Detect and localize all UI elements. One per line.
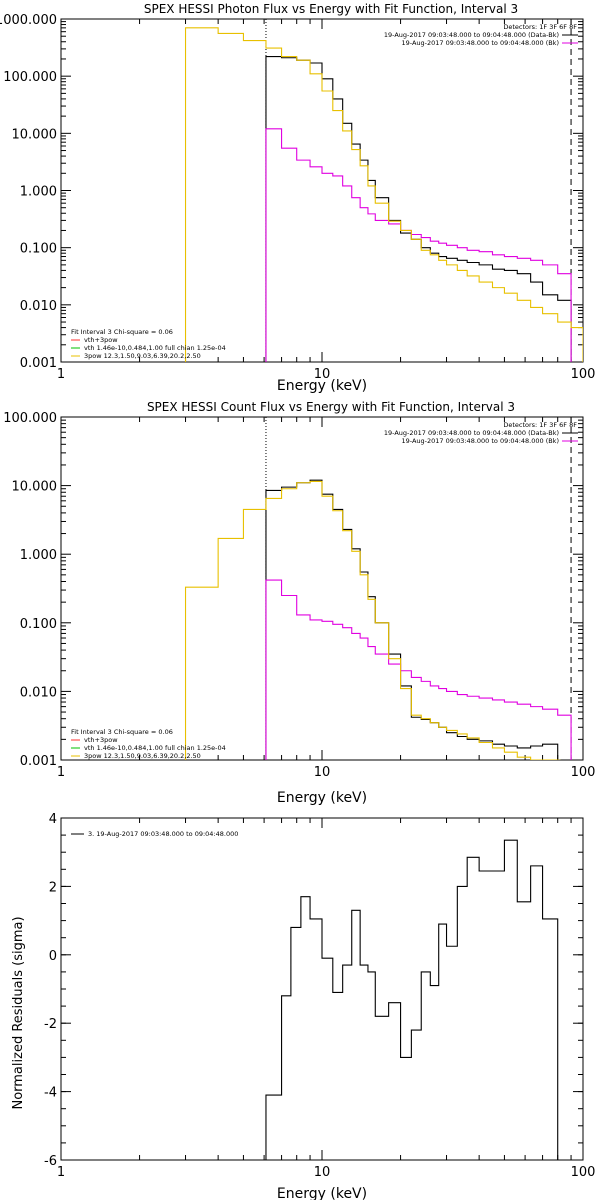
info-line: 19-Aug-2017 09:03:48.000 to 09:04:48.000… xyxy=(402,437,559,445)
x-axis-label: Energy (keV) xyxy=(277,378,367,394)
x-tick-label: 10 xyxy=(314,1165,331,1180)
fit-legend: Fit Interval 3 Chi-square = 0.06 vth+3po… xyxy=(71,728,226,760)
series-layer xyxy=(184,417,572,760)
fit-legend-entry: vth 1.46e-10,0.484,1.00 full chian 1.25e… xyxy=(84,744,226,752)
info-line: Detectors: 1F 3F 6F 8F xyxy=(503,23,577,31)
y-tick-label: 0 xyxy=(49,949,57,964)
x-tick-label: 100 xyxy=(571,1165,596,1180)
y-tick-label: 0.010 xyxy=(20,685,57,700)
series-line-0 xyxy=(265,839,572,1160)
y-tick-label: 1.000 xyxy=(20,548,57,563)
y-axis-label: Normalized Residuals (sigma) xyxy=(11,916,26,1109)
y-tick-label: 10.000 xyxy=(12,127,58,142)
axes-frame xyxy=(60,416,584,761)
series-layer xyxy=(265,839,572,1160)
series-line-1 xyxy=(265,128,572,362)
info-block: Detectors: 1F 3F 6F 8F 19-Aug-2017 09:03… xyxy=(384,23,578,47)
y-tick-label: 0.001 xyxy=(20,356,57,371)
y-tick-label: 10.000 xyxy=(12,480,58,495)
x-tick-label: 10 xyxy=(314,765,331,780)
y-tick-label: 1.000 xyxy=(20,185,57,200)
series-layer xyxy=(184,19,583,362)
fit-legend-entry: 3pow 12.3,1.50,9.03,6.39,20.2,2.50 xyxy=(84,352,201,360)
y-tick-label: 0.010 xyxy=(20,299,57,314)
info-line: 19-Aug-2017 09:03:48.000 to 09:04:48.000… xyxy=(384,31,559,39)
x-axis-label: Energy (keV) xyxy=(277,1186,367,1200)
y-tick-label: -2 xyxy=(44,1017,57,1032)
x-tick-label: 10 xyxy=(314,367,331,382)
y-tick-label: 100.000 xyxy=(3,70,57,85)
fit-legend-entry: 3pow 12.3,1.50,9.03,6.39,20.2,2.50 xyxy=(84,752,201,760)
fit-legend-entry: vth+3pow xyxy=(84,336,118,344)
y-tick-label: 100.000 xyxy=(3,411,57,426)
y-tick-label: 0.100 xyxy=(20,242,57,257)
y-tick-label: 0.001 xyxy=(20,754,57,769)
series-line-0 xyxy=(265,56,572,362)
residuals-panel: 1 10 100 -6 -4 -2 0 2 4 Energy (keV) Normalized … xyxy=(11,812,595,1200)
residual-legend: 3. 19-Aug-2017 09:03:48.000 to 09:04:48.… xyxy=(71,830,238,838)
x-tick-label: 100 xyxy=(571,367,596,382)
y-tick-label: 4 xyxy=(49,812,57,827)
y-tick-label: -6 xyxy=(44,1154,57,1169)
y-tick-label: 1000.000 xyxy=(0,13,57,28)
x-tick-label: 100 xyxy=(571,765,596,780)
series-line-2 xyxy=(184,27,583,362)
y-tick-label: 2 xyxy=(49,880,57,895)
y-tick-label: 0.100 xyxy=(20,617,57,632)
series-line-1 xyxy=(265,579,572,760)
plot-area: 1 10 100 0.001 0.010 0.100 1.000 10.000 100.000 1… xyxy=(0,13,595,382)
info-line: 19-Aug-2017 09:03:48.000 to 09:04:48.000… xyxy=(402,39,559,47)
x-tick-label: 1 xyxy=(57,1165,65,1180)
info-line: 19-Aug-2017 09:03:48.000 to 09:04:48.000… xyxy=(384,429,559,437)
series-line-0 xyxy=(265,479,572,760)
fit-legend-entry: Fit Interval 3 Chi-square = 0.06 xyxy=(71,328,173,336)
x-tick-label: 1 xyxy=(57,765,65,780)
count-flux-panel: SPEX HESSI Count Flux vs Energy with Fit… xyxy=(3,400,595,806)
x-axis-label: Energy (keV) xyxy=(277,790,367,806)
fit-legend: Fit Interval 3 Chi-square = 0.06 vth+3po… xyxy=(71,328,226,360)
info-line: Detectors: 1F 3F 6F 8F xyxy=(503,421,577,429)
fit-legend-entry: Fit Interval 3 Chi-square = 0.06 xyxy=(71,728,173,736)
legend-entry: 3. 19-Aug-2017 09:03:48.000 to 09:04:48.… xyxy=(88,830,238,838)
y-tick-label: -4 xyxy=(44,1086,57,1101)
photon-flux-panel: SPEX HESSI Photon Flux vs Energy with Fi… xyxy=(0,2,595,394)
chart-title: SPEX HESSI Photon Flux vs Energy with Fi… xyxy=(144,2,518,16)
plot-area: 1 10 100 -6 -4 -2 0 2 4 xyxy=(44,812,595,1180)
info-block: Detectors: 1F 3F 6F 8F 19-Aug-2017 09:03… xyxy=(384,421,578,445)
x-tick-label: 1 xyxy=(57,367,65,382)
series-line-2 xyxy=(184,480,562,760)
chart-title: SPEX HESSI Count Flux vs Energy with Fit… xyxy=(147,400,515,414)
fit-legend-entry: vth+3pow xyxy=(84,736,118,744)
fit-legend-entry: vth 1.46e-10,0.484,1.00 full chian 1.25e… xyxy=(84,344,226,352)
plot-area: 1 10 100 0.001 0.010 0.100 1.000 10.000 100.000 xyxy=(3,411,595,780)
